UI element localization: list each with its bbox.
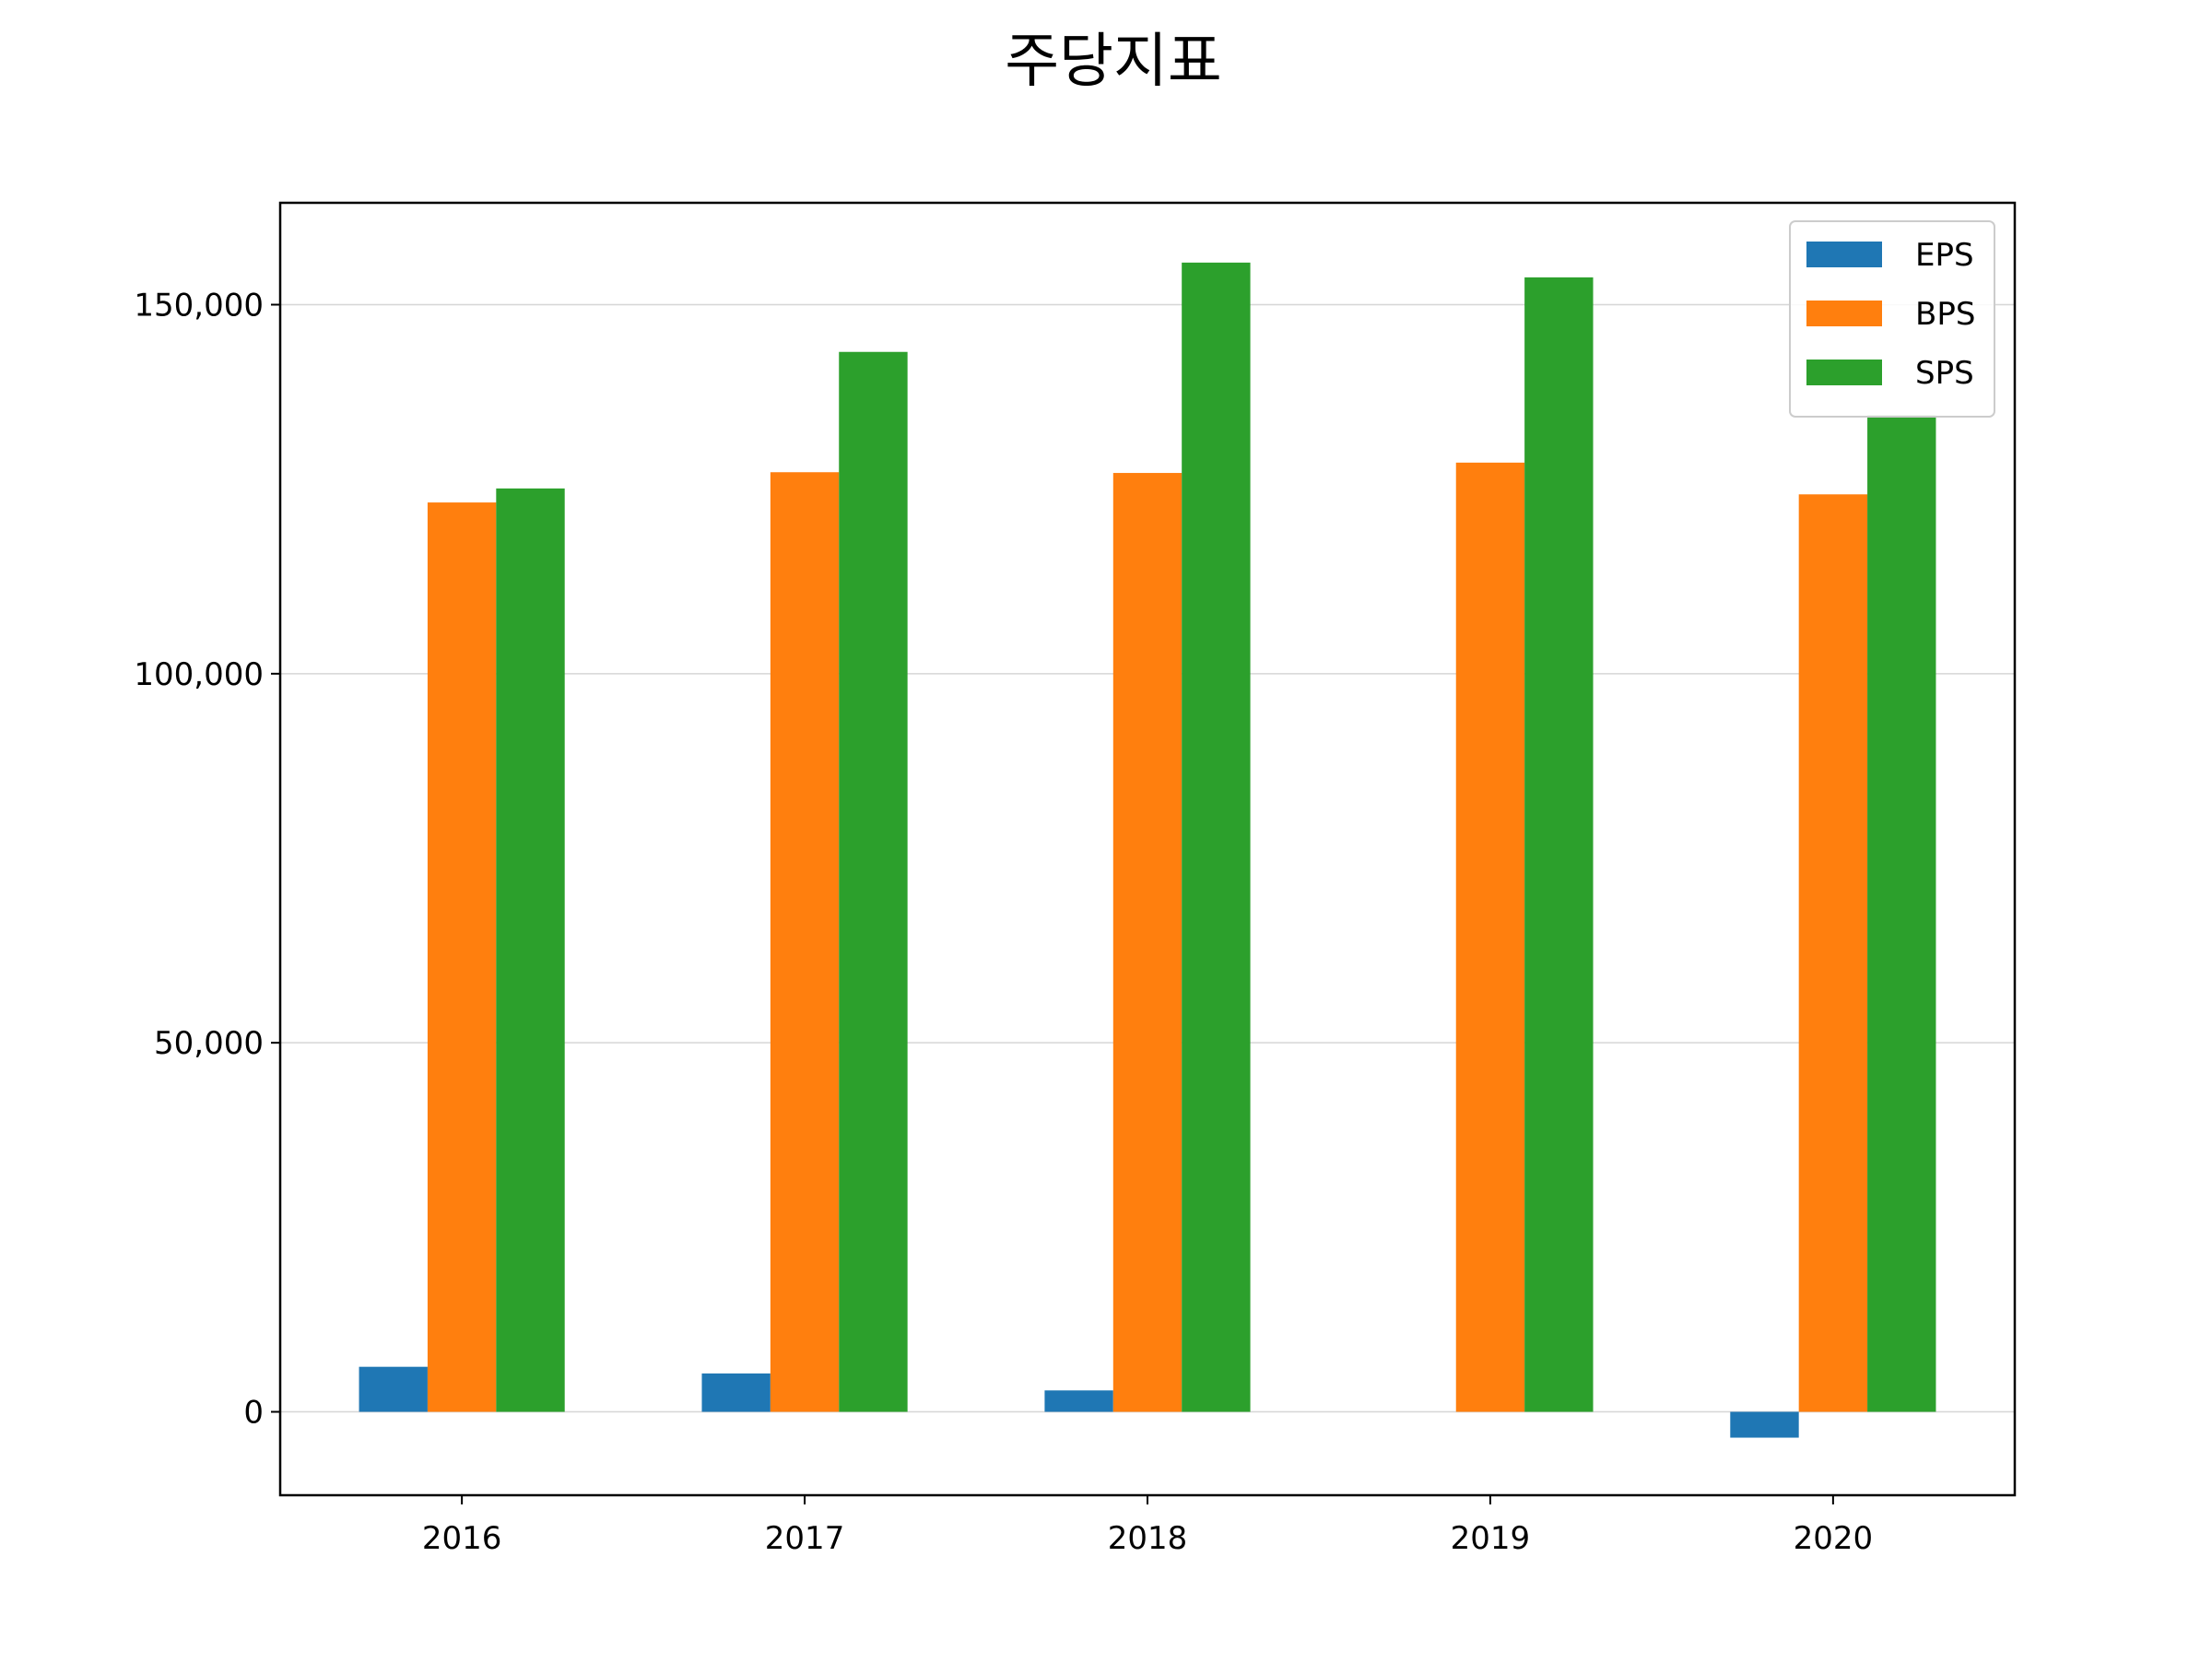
- bars: [359, 262, 1936, 1438]
- y-tick-label-3: 150,000: [134, 287, 264, 324]
- bar-bps-2019: [1455, 462, 1525, 1412]
- x-tick-label-2018: 2018: [1108, 1520, 1188, 1557]
- legend: EPS BPS SPS: [1789, 220, 1995, 418]
- x-tick-label-2019: 2019: [1451, 1520, 1531, 1557]
- bar-bps-2017: [770, 472, 840, 1412]
- legend-label-sps: SPS: [1915, 355, 1974, 392]
- y-tick-label-0: 0: [243, 1395, 264, 1432]
- bar-sps-2016: [496, 488, 565, 1412]
- legend-swatch-sps: [1806, 360, 1882, 385]
- x-tick-label-2016: 2016: [422, 1520, 502, 1557]
- bar-eps-2018: [1044, 1390, 1113, 1412]
- bar-sps-2018: [1182, 262, 1251, 1412]
- bar-bps-2016: [427, 502, 497, 1412]
- bar-eps-2016: [359, 1366, 428, 1412]
- bar-sps-2017: [839, 351, 908, 1412]
- y-tick-label-2: 100,000: [134, 656, 264, 693]
- bar-eps-2020: [1730, 1411, 1799, 1438]
- y-tick-label-1: 50,000: [154, 1025, 264, 1062]
- bar-sps-2020: [1867, 415, 1936, 1412]
- bar-bps-2020: [1798, 494, 1868, 1412]
- bar-sps-2019: [1524, 277, 1594, 1412]
- axis-ticks: 0 50,000 100,000 150,000 2016 2017 2018 2019 202…: [134, 287, 1873, 1557]
- legend-label-eps: EPS: [1915, 237, 1974, 274]
- legend-swatch-bps: [1806, 301, 1882, 326]
- x-tick-label-2020: 2020: [1794, 1520, 1874, 1557]
- x-tick-label-2017: 2017: [765, 1520, 845, 1557]
- legend-label-bps: BPS: [1915, 296, 1975, 333]
- bar-bps-2018: [1112, 473, 1182, 1412]
- bar-eps-2017: [701, 1373, 771, 1412]
- legend-swatch-eps: [1806, 242, 1882, 267]
- chart-title: 주당지표: [1005, 28, 1222, 96]
